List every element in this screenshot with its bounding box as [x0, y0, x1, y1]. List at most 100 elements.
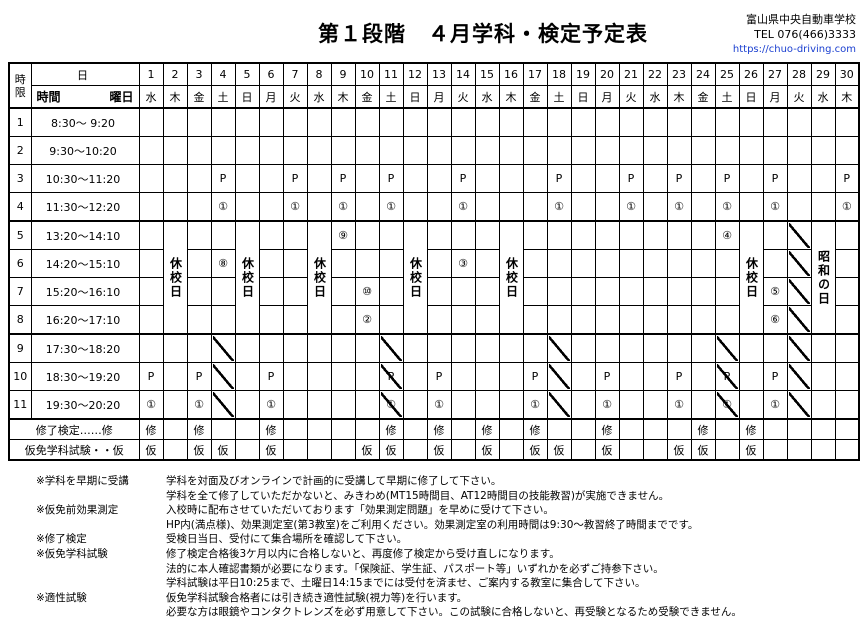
schedule-cell	[786, 107, 812, 137]
schedule-cell: P	[618, 164, 644, 193]
schedule-cell	[474, 362, 500, 391]
schedule-cell	[834, 249, 860, 278]
header-day-number: 27	[762, 62, 788, 86]
exam-cell: 仮	[378, 439, 404, 461]
schedule-cell	[402, 136, 428, 165]
schedule-cell: ③	[450, 249, 476, 278]
exam-cell	[834, 418, 860, 440]
exam-cell	[354, 418, 380, 440]
period-time: 19:30〜20:20	[30, 390, 140, 420]
header-day-number: 2	[162, 62, 188, 86]
schedule-cell	[330, 390, 356, 420]
schedule-cell: ⑩	[354, 277, 380, 306]
schedule-cell	[690, 136, 716, 165]
exam-cell: 修	[186, 418, 212, 440]
schedule-cell	[138, 136, 164, 165]
schedule-cell	[402, 390, 428, 420]
header-day-number: 6	[258, 62, 284, 86]
schedule-table: 時限日 1 2 3 4 5 6 7 8 9 10 11 12 13 14 15 16 17 18 19 20 21 22 23…	[8, 62, 860, 461]
closed-day-cell-text: 休校日	[168, 256, 183, 299]
exam-cell	[714, 418, 740, 440]
exam-cell	[330, 439, 356, 461]
schedule-cell: P	[330, 164, 356, 193]
schedule-cell	[210, 362, 236, 391]
schedule-cell	[738, 390, 764, 420]
schedule-cell	[402, 333, 428, 363]
schedule-cell	[354, 136, 380, 165]
note-key: ※仮免前効果測定	[36, 504, 119, 517]
schedule-cell	[138, 305, 164, 335]
schedule-cell: P	[666, 362, 692, 391]
closed-day-cell: 休校日	[306, 220, 332, 335]
schedule-cell: ⑤	[762, 277, 788, 306]
exam-cell	[570, 418, 596, 440]
exam-cell: 修	[474, 418, 500, 440]
schedule-cell	[546, 390, 572, 420]
exam-cell	[666, 418, 692, 440]
schedule-cell	[546, 220, 572, 250]
schedule-cell	[762, 249, 788, 278]
exam-cell	[234, 418, 260, 440]
schedule-cell	[570, 136, 596, 165]
schedule-cell	[186, 305, 212, 335]
schedule-cell: ①	[282, 192, 308, 222]
schedule-cell	[642, 192, 668, 222]
schedule-cell	[498, 164, 524, 193]
schedule-cell	[474, 192, 500, 222]
schedule-cell	[234, 390, 260, 420]
schedule-cell	[786, 249, 812, 278]
note-key	[8, 605, 166, 620]
schedule-cell	[234, 107, 260, 137]
schedule-cell	[834, 333, 860, 363]
schedule-cell	[618, 136, 644, 165]
exam-cell	[210, 418, 236, 440]
period-number: 8	[8, 305, 32, 335]
header-day-number: 4	[210, 62, 236, 86]
schedule-cell	[594, 277, 620, 306]
schedule-cell	[834, 390, 860, 420]
period-number: 6	[8, 249, 32, 278]
schedule-cell	[378, 277, 404, 306]
exam-cell	[834, 439, 860, 461]
schedule-row: 7 15:20〜16:10 ⑩ ⑤	[8, 277, 860, 306]
note-row: ※仮免学科試験 修了検定合格後3ケ月以内に合格しないと、再度修了検定から受け直しに…	[8, 547, 858, 562]
schedule-cell: ①	[666, 390, 692, 420]
closed-day-cell-text: 休校日	[504, 256, 519, 299]
exam-cell: 仮	[546, 439, 572, 461]
schedule-cell	[714, 107, 740, 137]
period-number: 2	[8, 136, 32, 165]
header-day-number: 5	[234, 62, 260, 86]
header-day-name: 金	[522, 85, 548, 109]
schedule-cell	[450, 390, 476, 420]
schedule-cell: ①	[330, 192, 356, 222]
schedule-cell: P	[210, 164, 236, 193]
schedule-cell: P	[834, 164, 860, 193]
schedule-cell	[450, 107, 476, 137]
exam-cell: 修	[522, 418, 548, 440]
schedule-cell	[426, 136, 452, 165]
header-day-number: 11	[378, 62, 404, 86]
schedule-cell	[426, 220, 452, 250]
header-day-name: 金	[354, 85, 380, 109]
schedule-cell	[138, 220, 164, 250]
header-day-number: 23	[666, 62, 692, 86]
schedule-cell	[786, 305, 812, 335]
exam-cell	[162, 439, 188, 461]
period-time: 15:20〜16:10	[30, 277, 140, 306]
period-number: 4	[8, 192, 32, 222]
schedule-cell	[762, 136, 788, 165]
school-url[interactable]: https://chuo-driving.com	[732, 44, 856, 55]
header-day-number: 18	[546, 62, 572, 86]
exam-cell	[306, 439, 332, 461]
note-key	[8, 518, 166, 533]
note-key	[8, 489, 166, 504]
schedule-cell	[690, 164, 716, 193]
schedule-cell: P	[666, 164, 692, 193]
schedule-cell	[306, 107, 332, 137]
schedule-cell	[786, 333, 812, 363]
schedule-cell	[258, 164, 284, 193]
schedule-cell	[306, 164, 332, 193]
schedule-cell	[714, 249, 740, 278]
note-key: ※学科を早期に受講	[36, 475, 129, 487]
schedule-cell	[330, 305, 356, 335]
